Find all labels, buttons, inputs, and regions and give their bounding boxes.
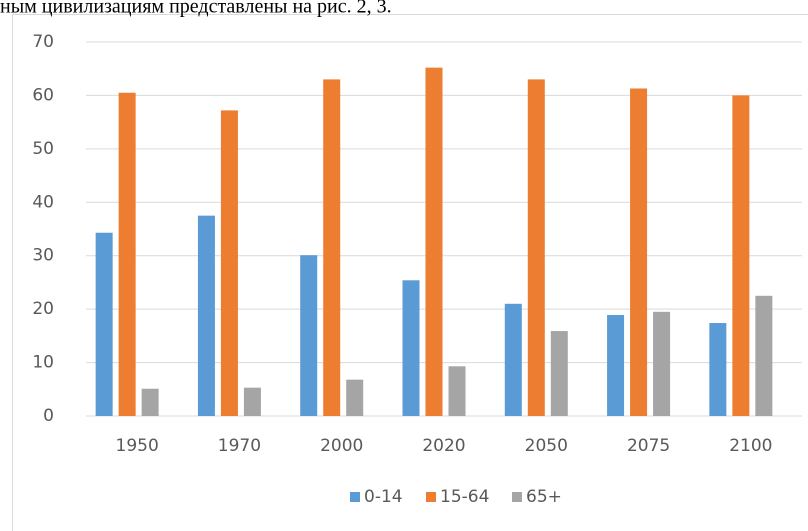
y-tick-label: 30 — [32, 246, 54, 266]
x-tick-label: 1950 — [116, 436, 159, 456]
bar — [607, 315, 625, 416]
bar — [550, 331, 568, 416]
bar — [141, 388, 159, 416]
chart-frame — [12, 14, 808, 531]
header-text: ным цивилизациям представлены на рис. 2,… — [0, 0, 392, 18]
bar — [448, 366, 466, 416]
bar — [197, 215, 215, 416]
x-tick-label: 2075 — [627, 436, 670, 456]
bar — [653, 311, 671, 416]
x-tick-label: 2020 — [422, 436, 465, 456]
y-tick-label: 20 — [32, 299, 54, 319]
bar — [527, 79, 545, 417]
bar — [630, 88, 648, 417]
bar — [243, 387, 261, 416]
legend-swatch — [512, 492, 522, 502]
y-tick-label: 70 — [32, 32, 54, 52]
bar — [118, 92, 136, 416]
bar — [425, 67, 443, 416]
bar — [220, 110, 238, 416]
legend-label: 0-14 — [364, 487, 403, 507]
x-tick-label: 2050 — [525, 436, 568, 456]
x-tick-label: 2100 — [729, 436, 772, 456]
bar — [346, 379, 364, 416]
bar — [709, 323, 727, 416]
y-tick-label: 60 — [32, 85, 54, 105]
legend-swatch — [426, 492, 436, 502]
bar — [755, 295, 773, 416]
y-tick-label: 0 — [43, 406, 54, 426]
bar — [504, 303, 522, 416]
x-tick-label: 1970 — [218, 436, 261, 456]
x-tick-label: 2000 — [320, 436, 363, 456]
y-tick-label: 10 — [32, 353, 54, 373]
bar — [323, 79, 341, 417]
bar — [95, 232, 113, 416]
bar — [300, 255, 318, 416]
legend-label: 65+ — [526, 487, 562, 507]
y-tick-label: 50 — [32, 139, 54, 159]
legend-label: 15-64 — [440, 487, 489, 507]
y-tick-label: 40 — [32, 192, 54, 212]
bar — [732, 95, 750, 416]
bar — [402, 280, 420, 416]
legend-swatch — [350, 492, 360, 502]
